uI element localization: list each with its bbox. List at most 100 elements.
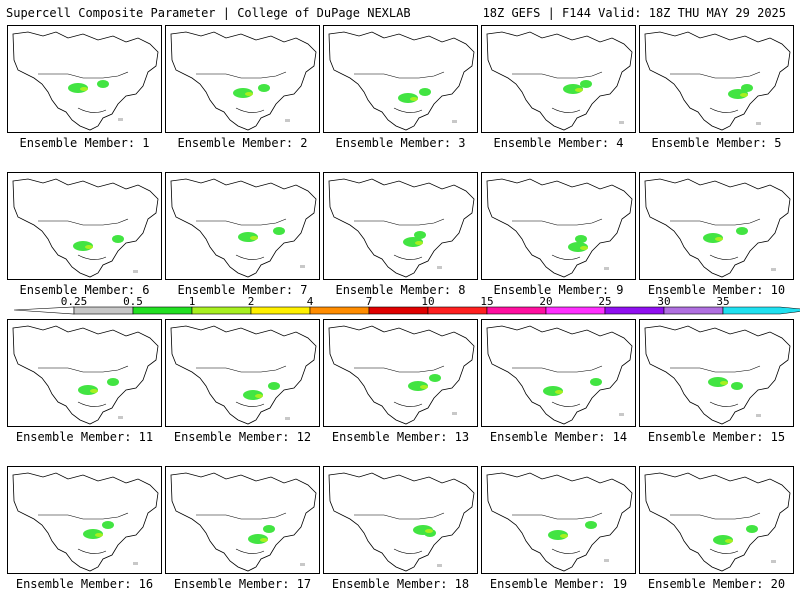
map-outline (486, 31, 633, 131)
ensemble-panel: Ensemble Member: 16 (7, 466, 162, 591)
member-map (639, 466, 794, 574)
map-outline (644, 31, 791, 131)
colorbar-segment (545, 306, 606, 315)
member-label: Ensemble Member: 14 (489, 430, 628, 444)
map-outline (12, 178, 159, 278)
map-outline (644, 178, 791, 278)
member-label: Ensemble Member: 4 (493, 136, 624, 150)
colorbar-arrow-left (13, 306, 75, 315)
member-map (165, 319, 320, 427)
ensemble-panel: Ensemble Member: 4 (481, 25, 636, 150)
colorbar-tick-label: 4 (307, 297, 314, 308)
colorbar-segment (486, 306, 547, 315)
ensemble-panel: Ensemble Member: 2 (165, 25, 320, 150)
map-outline (328, 178, 475, 278)
ensemble-panel: Ensemble Member: 5 (639, 25, 794, 150)
member-label: Ensemble Member: 11 (15, 430, 154, 444)
member-map (639, 25, 794, 133)
ensemble-panel: Ensemble Member: 17 (165, 466, 320, 591)
map-outline (486, 178, 633, 278)
member-map (7, 319, 162, 427)
ensemble-panel: Ensemble Member: 10 (639, 172, 794, 297)
ensemble-panel: Ensemble Member: 13 (323, 319, 478, 444)
ensemble-panel: Ensemble Member: 8 (323, 172, 478, 297)
ensemble-panel: Ensemble Member: 11 (7, 319, 162, 444)
member-label: Ensemble Member: 7 (177, 283, 308, 297)
colorbar-segment (250, 306, 311, 315)
member-label: Ensemble Member: 17 (173, 577, 312, 591)
member-map (481, 466, 636, 574)
member-label: Ensemble Member: 6 (19, 283, 150, 297)
colorbar-tick-label: 2 (248, 297, 255, 308)
ensemble-panel: Ensemble Member: 1 (7, 25, 162, 150)
member-label: Ensemble Member: 16 (15, 577, 154, 591)
member-map (7, 466, 162, 574)
member-label: Ensemble Member: 9 (493, 283, 624, 297)
map-outline (170, 325, 317, 425)
ensemble-panel: Ensemble Member: 12 (165, 319, 320, 444)
map-outline (12, 31, 159, 131)
colorbar-segment (663, 306, 724, 315)
colorbar-segment (309, 306, 370, 315)
member-label: Ensemble Member: 20 (647, 577, 786, 591)
ensemble-panel: Ensemble Member: 18 (323, 466, 478, 591)
colorbar-tick-label: 7 (366, 297, 373, 308)
ensemble-panel: Ensemble Member: 3 (323, 25, 478, 150)
ensemble-panel: Ensemble Member: 20 (639, 466, 794, 591)
colorbar-tick-label: 30 (657, 297, 670, 308)
colorbar-legend: 0.25 0.5 1 2 4 7 10 15 20 25 30 35 (0, 297, 800, 319)
colorbar-segment (604, 306, 665, 315)
header: Supercell Composite Parameter | College … (0, 0, 800, 22)
ensemble-panel: Ensemble Member: 14 (481, 319, 636, 444)
member-map (639, 172, 794, 280)
map-outline (328, 472, 475, 572)
ensemble-panel: Ensemble Member: 9 (481, 172, 636, 297)
member-label: Ensemble Member: 2 (177, 136, 308, 150)
member-label: Ensemble Member: 13 (331, 430, 470, 444)
colorbar-tick-label: 0.5 (123, 297, 143, 308)
member-label: Ensemble Member: 8 (335, 283, 466, 297)
colorbar-tick-label: 25 (598, 297, 611, 308)
colorbar-svg: 0.25 0.5 1 2 4 7 10 15 20 25 30 35 (13, 297, 800, 315)
colorbar-segment (722, 306, 800, 315)
member-map (639, 319, 794, 427)
map-outline (328, 325, 475, 425)
colorbar-tick-label: 15 (480, 297, 493, 308)
member-map (165, 172, 320, 280)
member-map (481, 25, 636, 133)
map-outline (12, 325, 159, 425)
colorbar-tick-label: 20 (539, 297, 552, 308)
member-label: Ensemble Member: 10 (647, 283, 786, 297)
map-outline (170, 472, 317, 572)
member-map (323, 172, 478, 280)
colorbar-segment (368, 306, 429, 315)
member-label: Ensemble Member: 1 (19, 136, 150, 150)
map-outline (644, 472, 791, 572)
member-map (165, 25, 320, 133)
member-map (323, 466, 478, 574)
member-map (165, 466, 320, 574)
map-outline (328, 31, 475, 131)
member-label: Ensemble Member: 19 (489, 577, 628, 591)
member-map (323, 25, 478, 133)
member-map (323, 319, 478, 427)
member-map (7, 172, 162, 280)
colorbar-segment (73, 306, 134, 315)
member-map (7, 25, 162, 133)
colorbar-tick-label: 35 (716, 297, 729, 308)
ensemble-panel: Ensemble Member: 7 (165, 172, 320, 297)
colorbar-tick-label: 10 (421, 297, 434, 308)
colorbar-tick-label: 1 (189, 297, 196, 308)
run-info: 18Z GEFS | F144 Valid: 18Z THU MAY 29 20… (482, 6, 786, 20)
member-label: Ensemble Member: 5 (651, 136, 782, 150)
ensemble-panel: Ensemble Member: 6 (7, 172, 162, 297)
ensemble-panel: Ensemble Member: 19 (481, 466, 636, 591)
map-outline (170, 178, 317, 278)
colorbar-tick-label: 0.25 (61, 297, 88, 308)
map-outline (12, 472, 159, 572)
colorbar-segment (427, 306, 488, 315)
colorbar-segment (132, 306, 193, 315)
member-label: Ensemble Member: 3 (335, 136, 466, 150)
page-title: Supercell Composite Parameter | College … (6, 6, 411, 20)
member-label: Ensemble Member: 18 (331, 577, 470, 591)
